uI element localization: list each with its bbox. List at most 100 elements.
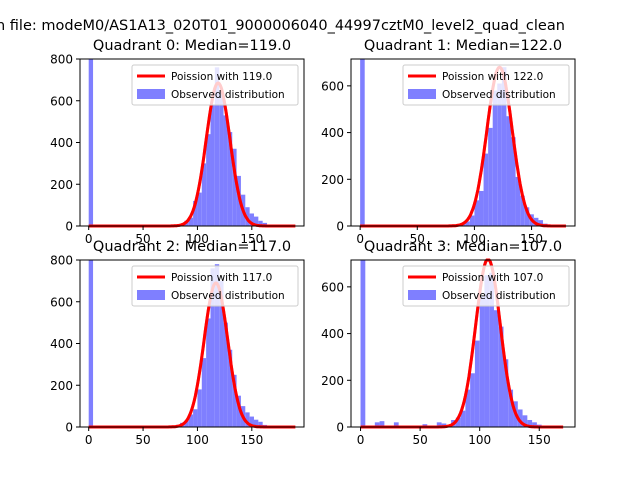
x-tick-label: 50 [135,433,150,447]
histogram-bar [474,200,479,226]
x-tick-label: 150 [528,433,551,447]
histogram-bar [465,221,470,226]
x-tick-label: 50 [410,232,425,246]
histogram-bar [455,417,461,427]
x-tick-label: 0 [85,232,93,246]
histogram-bar [249,213,254,226]
histogram-bar [360,260,366,427]
x-tick-label: 150 [240,433,263,447]
histogram-bar [232,148,237,226]
legend-entry-poisson: Poission with 107.0 [442,272,543,284]
histogram-bar [206,134,211,226]
y-tick-label: 0 [65,421,73,435]
y-tick-label: 400 [50,337,73,351]
legend-entry-poisson: Poission with 119.0 [171,71,272,83]
x-tick-label: 0 [85,433,93,447]
histogram-bar [511,137,516,226]
legend: Poission with 117.0 Observed distribution [131,265,299,307]
legend-bar-swatch [137,290,165,300]
x-tick-label: 150 [520,232,543,246]
y-tick-label: 200 [321,173,344,187]
y-tick-label: 200 [50,178,73,192]
histogram-bar [197,389,202,427]
histogram-bar [201,358,207,427]
histogram-bar [206,318,211,427]
legend-entry-observed: Observed distribution [171,290,285,302]
legend-box [131,64,299,106]
figure-suptitle: n file: modeM0/AS1A13_020T01_9000006040_… [0,18,565,34]
histogram-bar [374,422,380,427]
histogram-bar [436,422,442,427]
histogram-bar [360,59,365,226]
y-tick-label: 800 [50,53,73,67]
histogram-bar [506,116,511,226]
legend-entry-poisson: Poission with 117.0 [171,272,272,284]
histogram-bar [393,422,399,427]
histogram-bar [469,215,475,226]
legend-bar-swatch [137,89,165,99]
y-tick-label: 200 [321,374,344,388]
histogram-bar [470,373,475,427]
panel-title: Quadrant 3: Median=107.0 [364,239,562,255]
histogram-bar [527,419,533,427]
histogram-bar [253,419,259,427]
histogram-bar [227,349,233,427]
histogram-bar [201,163,207,226]
histogram-bar [479,190,484,226]
histogram-bar [223,115,228,226]
x-tick-label: 0 [356,232,364,246]
x-tick-label: 100 [186,433,209,447]
legend: Poission with 122.0 Observed distribution [402,64,570,106]
histogram-bar [492,90,498,227]
histogram-bar [227,132,233,226]
histogram-bar [484,275,490,427]
histogram-bar [501,67,507,226]
histogram-bar [520,195,525,226]
histogram-bar [197,192,202,226]
histogram-bar [460,410,466,427]
histogram-bar [538,220,543,226]
histogram-bar [193,409,198,427]
axes-frame [350,58,576,227]
histogram-bar [219,90,224,226]
y-tick-label: 600 [321,79,344,93]
histogram-bar [522,415,528,427]
histogram-bar [188,414,194,427]
legend-bar-swatch [408,290,436,300]
histogram-bar [515,176,521,226]
histogram-bar [258,421,263,427]
axes-frame [350,259,576,428]
y-tick-label: 0 [336,220,344,234]
histogram-bar [483,153,489,226]
histogram-bar [193,200,198,226]
histogram-bar [88,59,94,226]
histogram-bar [517,409,523,427]
histogram-bar [253,216,259,226]
legend-entry-observed: Observed distribution [442,89,556,101]
histogram-bar [479,296,485,427]
histogram-bar [184,420,189,427]
legend: Poission with 119.0 Observed distribution [131,64,299,106]
legend-entry-observed: Observed distribution [171,89,285,101]
x-tick-label: 100 [468,433,491,447]
y-tick-label: 400 [321,327,344,341]
x-tick-label: 0 [357,433,365,447]
histogram-bar [532,422,537,427]
histogram-bar [223,322,228,427]
y-tick-label: 200 [50,379,73,393]
y-tick-label: 600 [321,280,344,294]
histogram-bar [474,340,480,427]
legend-bar-swatch [408,89,436,99]
legend: Poission with 107.0 Observed distribution [402,265,570,307]
y-tick-label: 800 [50,254,73,268]
panel-title: Quadrant 0: Median=119.0 [93,38,291,54]
legend-box [402,64,570,106]
histogram-bar [245,412,250,427]
panel-0: 0 50 100 150 0 200 400 600 800 Quadrant 0: Median… [50,38,305,246]
panel-title: Quadrant 2: Median=117.0 [93,239,291,255]
legend-box [402,265,570,307]
histogram-bar [219,280,224,427]
y-tick-label: 600 [50,295,73,309]
y-tick-label: 600 [50,94,73,108]
